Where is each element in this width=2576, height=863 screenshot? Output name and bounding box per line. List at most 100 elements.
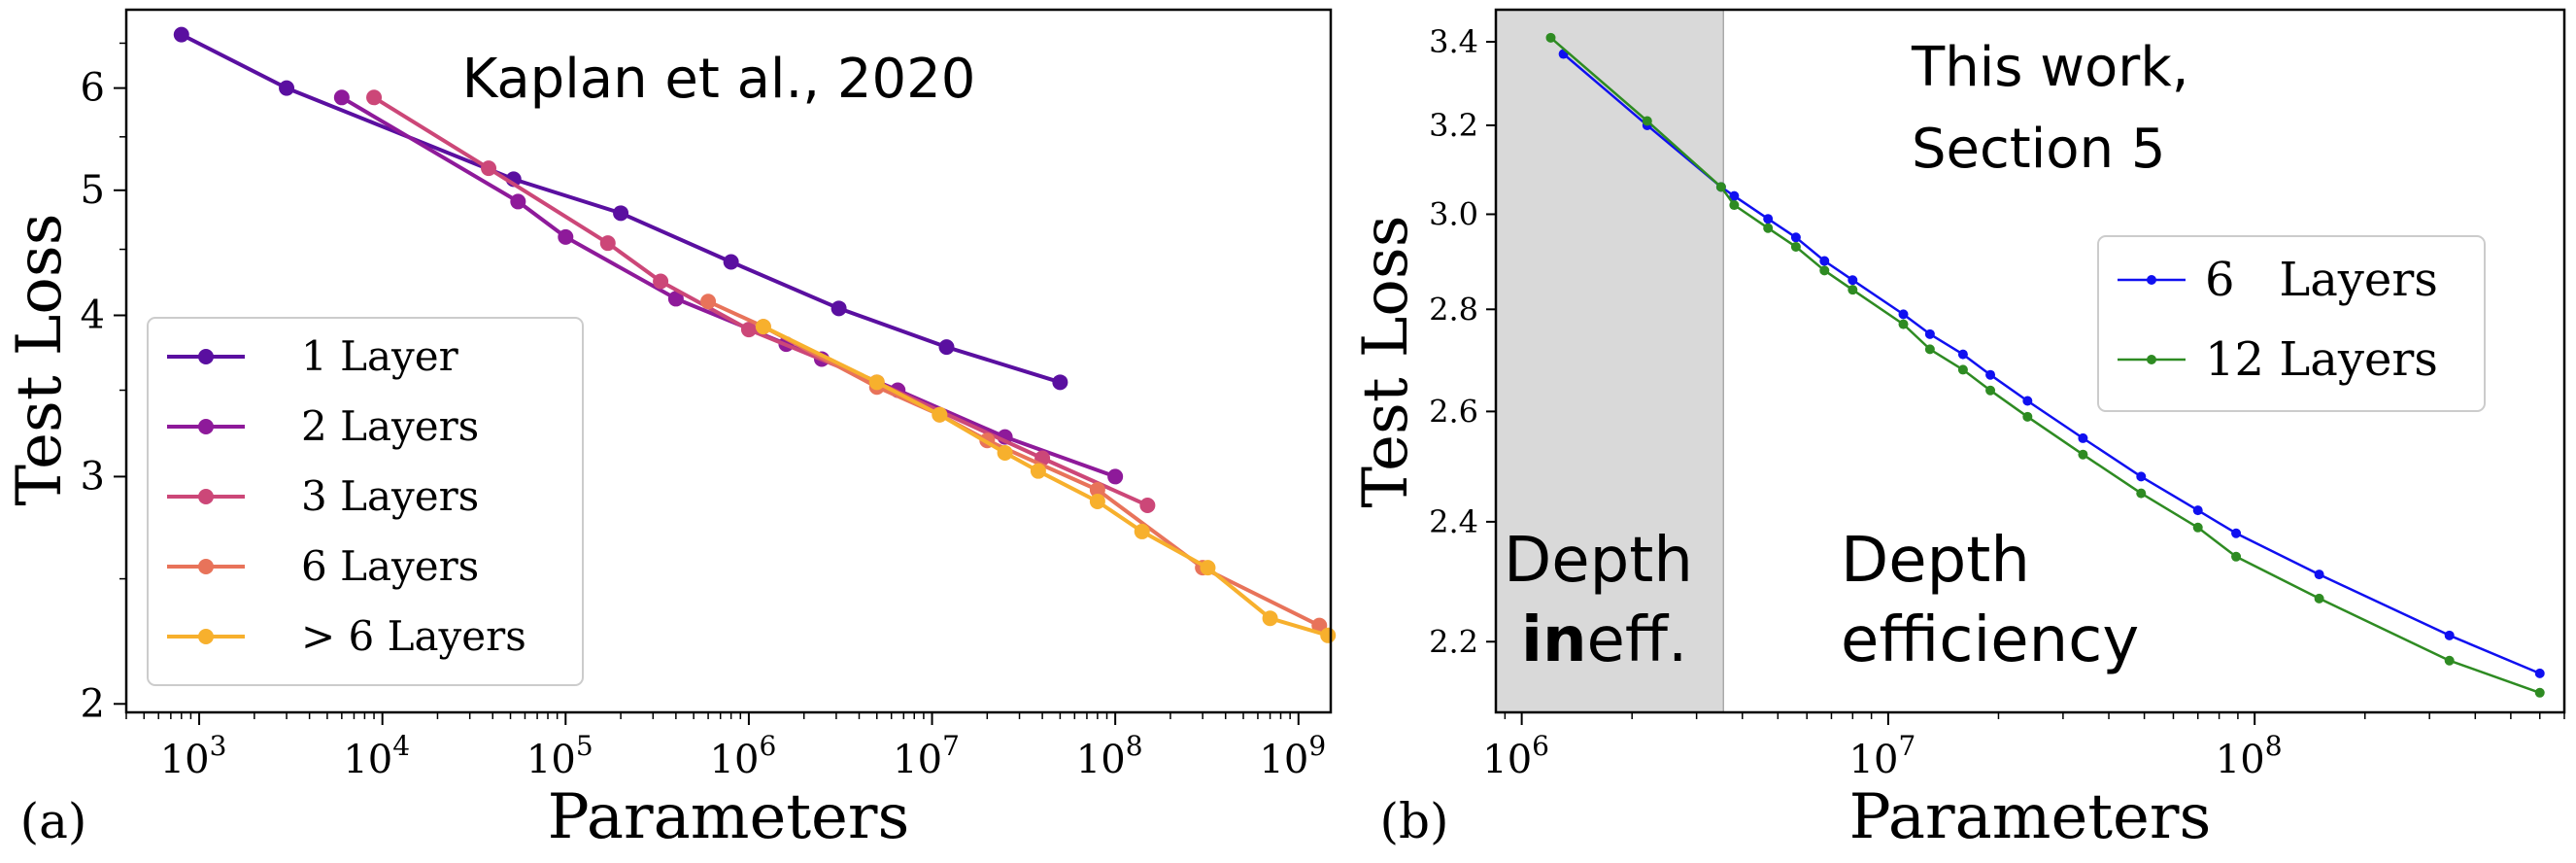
region-label-suffix: eff. [1587,604,1688,676]
data-point [700,293,717,310]
data-point [1107,468,1124,485]
legend-marker [198,489,214,504]
y-tick-label: 2.4 [1429,503,1478,540]
data-point [2534,687,2545,698]
region-label-depth: Depth [1504,525,1693,597]
annotation-label: Kaplan et al., 2020 [462,48,976,111]
data-point [1985,385,1996,396]
region-label-ineff: ineff. [1521,604,1687,676]
efficiency-label-depth: Depth [1841,525,2030,597]
legend-label: 1 Layer [301,332,459,380]
data-point [481,160,497,177]
data-point [2231,551,2242,562]
data-point [2136,488,2147,499]
data-point [1957,349,1968,360]
legend-marker [2147,355,2156,364]
data-point [723,254,739,270]
series-line-2 [1549,36,2541,694]
data-point [1052,374,1068,391]
data-point [2231,528,2242,538]
legend-label: 6 Layers [301,542,479,590]
x-axis-label: Parameters [1849,781,2212,853]
x-tick-label: 108 [2216,730,2283,782]
x-tick-label: 106 [1482,730,1549,782]
series-line-1 [1562,52,2541,675]
data-point [1898,319,1909,329]
y-tick-label: 3.0 [1429,195,1478,232]
data-point [2444,630,2455,640]
legend-box [2097,235,2486,412]
data-point [366,89,383,106]
data-point [1715,182,1726,192]
series-line-1 [180,32,1061,385]
x-tick-label: 109 [1259,730,1326,782]
x-tick-label: 104 [343,730,410,782]
data-point [1545,32,1556,43]
data-point [1985,369,1996,380]
data-point [613,205,629,222]
y-tick-label: 2 [81,681,105,726]
legend-label: 3 Layers [301,472,479,520]
x-tick-label: 107 [893,730,960,782]
data-point [2078,449,2088,460]
data-point [2192,505,2203,516]
data-point [1763,223,1774,233]
y-axis-label: Test Loss [1350,215,1422,507]
panel-b: 106 107 108 2.2 2.4 2.6 2.8 3.0 3.2 3.4 This work,… [1350,8,2566,853]
data-point [1790,232,1801,243]
series-line-5 [763,325,1329,638]
panel-a: 103 104 105 106 107 108 109 2 3 4 5 6 Kaplan et al.,… [4,8,1337,853]
annotation-line-2: Section 5 [1912,118,2166,181]
data-point [1847,275,1858,286]
legend-label: 2 Layers [301,402,479,450]
data-point [2022,411,2033,422]
panel-label: (a) [20,793,87,849]
panel-label: (b) [1379,793,1448,849]
data-point [173,26,189,43]
y-tick-label: 3 [81,454,105,499]
data-point [1089,493,1105,509]
legend-label: > 6 Layers [301,612,526,660]
x-axis-label: Parameters [548,781,910,853]
data-point [279,80,295,96]
depth-inefficiency-region [1495,9,1724,713]
data-point [1200,560,1216,576]
data-point [1847,285,1858,295]
data-point [1729,190,1740,201]
data-point [938,339,955,356]
plot-frame [124,8,1333,714]
data-point [1729,200,1740,211]
data-point [653,273,669,290]
x-tick-label: 106 [710,730,777,782]
legend: 6 Layers 12 Layers [2097,235,2486,412]
data-point [2314,570,2324,580]
efficiency-label-efficiency: efficiency [1841,604,2139,676]
region-label-bold-prefix: in [1521,604,1587,676]
data-point [2314,593,2324,604]
x-tick-label: 107 [1849,730,1916,782]
data-point [1898,309,1909,320]
data-point [2192,522,2203,533]
y-tick-label: 2.8 [1429,291,1478,328]
data-point [1819,265,1830,276]
data-point [1819,256,1830,266]
data-point [1924,344,1935,355]
data-point [667,291,684,307]
legend: 1 Layer 2 Layers 3 Layers 6 Layers > 6 Layer… [147,317,584,686]
data-point [2444,655,2455,666]
legend-marker [198,419,214,434]
annotation-line-1: This work, [1911,36,2189,99]
x-tick-label: 105 [526,730,593,782]
data-point [1790,241,1801,252]
y-tick-label: 3.4 [1429,23,1478,60]
data-point [1134,523,1150,539]
y-tick-label: 2.6 [1429,393,1478,430]
data-point [1262,610,1278,627]
legend-marker [2147,275,2156,285]
legend-marker [198,629,214,644]
legend-marker [198,559,214,574]
data-point [997,444,1013,461]
data-point [1924,328,1935,339]
data-point [2022,396,2033,406]
data-point [510,193,526,210]
